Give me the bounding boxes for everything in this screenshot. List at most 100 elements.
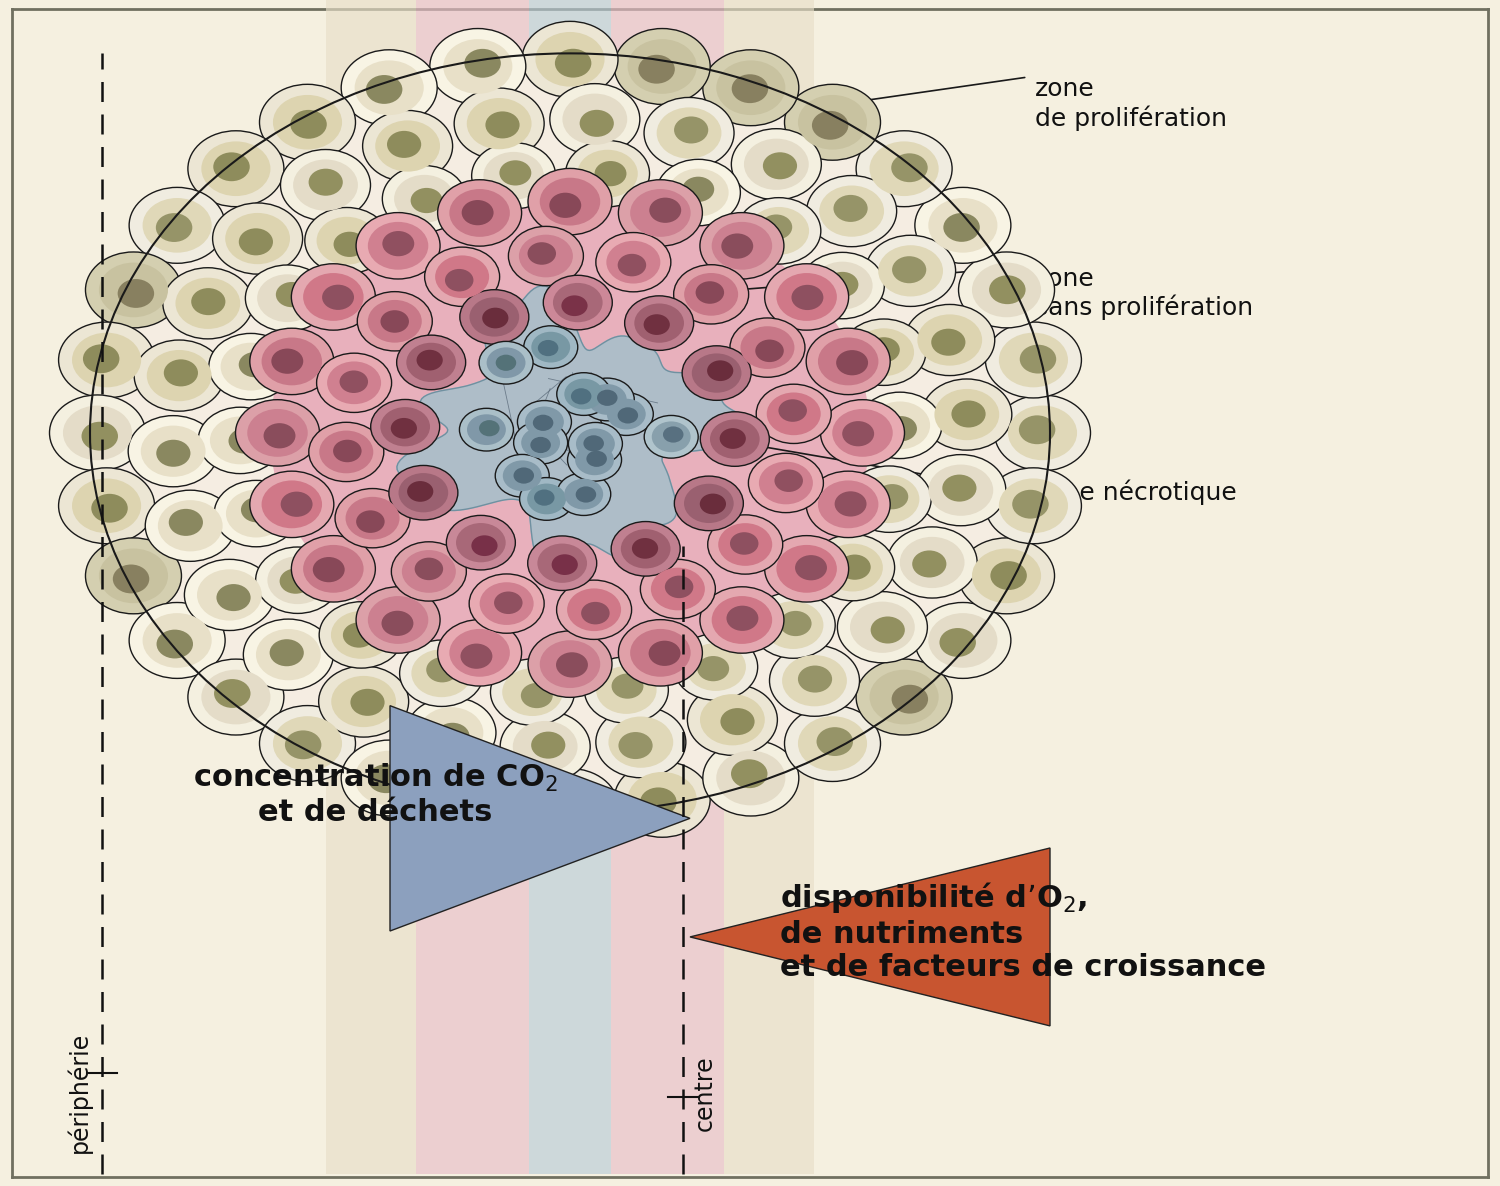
- Ellipse shape: [777, 273, 837, 321]
- Ellipse shape: [417, 350, 442, 370]
- Ellipse shape: [576, 486, 596, 503]
- Ellipse shape: [58, 467, 154, 543]
- Ellipse shape: [387, 130, 422, 158]
- Ellipse shape: [332, 676, 396, 727]
- Bar: [723, 0, 813, 1174]
- Ellipse shape: [842, 421, 874, 446]
- Ellipse shape: [201, 670, 270, 725]
- Ellipse shape: [922, 380, 1013, 451]
- Ellipse shape: [608, 398, 645, 429]
- Ellipse shape: [567, 439, 621, 482]
- Ellipse shape: [513, 467, 534, 484]
- Ellipse shape: [86, 251, 182, 327]
- Ellipse shape: [238, 352, 270, 377]
- Ellipse shape: [900, 537, 964, 588]
- Ellipse shape: [128, 415, 218, 486]
- Ellipse shape: [942, 474, 976, 502]
- Ellipse shape: [411, 187, 442, 213]
- Ellipse shape: [303, 273, 363, 321]
- Ellipse shape: [618, 254, 646, 276]
- Ellipse shape: [627, 39, 696, 94]
- Ellipse shape: [711, 597, 772, 644]
- Ellipse shape: [522, 21, 618, 97]
- Ellipse shape: [588, 384, 627, 415]
- Polygon shape: [690, 848, 1050, 1026]
- Ellipse shape: [495, 355, 516, 371]
- Ellipse shape: [525, 407, 564, 438]
- Ellipse shape: [214, 480, 298, 547]
- Circle shape: [90, 53, 1050, 812]
- Ellipse shape: [878, 246, 944, 296]
- Ellipse shape: [621, 529, 670, 568]
- Ellipse shape: [732, 129, 822, 200]
- Ellipse shape: [246, 264, 330, 331]
- Ellipse shape: [837, 592, 927, 663]
- Ellipse shape: [267, 556, 328, 604]
- Ellipse shape: [333, 231, 366, 257]
- Ellipse shape: [276, 282, 308, 307]
- Ellipse shape: [700, 493, 726, 515]
- Ellipse shape: [261, 480, 322, 528]
- Ellipse shape: [692, 353, 741, 393]
- Ellipse shape: [579, 110, 614, 136]
- Ellipse shape: [540, 178, 600, 225]
- Ellipse shape: [842, 319, 926, 385]
- Ellipse shape: [639, 55, 675, 84]
- Ellipse shape: [806, 329, 889, 395]
- Ellipse shape: [795, 555, 826, 580]
- Ellipse shape: [886, 527, 977, 598]
- Ellipse shape: [556, 652, 588, 677]
- Ellipse shape: [251, 329, 334, 395]
- Ellipse shape: [572, 388, 591, 404]
- Ellipse shape: [537, 543, 586, 582]
- Ellipse shape: [435, 722, 470, 750]
- Ellipse shape: [513, 721, 578, 772]
- Ellipse shape: [999, 333, 1068, 388]
- Ellipse shape: [586, 451, 608, 467]
- Ellipse shape: [303, 544, 363, 593]
- Ellipse shape: [928, 613, 998, 668]
- Ellipse shape: [1013, 490, 1048, 518]
- Ellipse shape: [368, 222, 429, 269]
- Ellipse shape: [214, 680, 250, 708]
- Ellipse shape: [748, 206, 808, 255]
- Ellipse shape: [928, 198, 998, 253]
- Ellipse shape: [406, 343, 456, 382]
- Ellipse shape: [460, 289, 530, 344]
- Ellipse shape: [156, 630, 194, 658]
- Ellipse shape: [870, 670, 939, 725]
- Ellipse shape: [822, 543, 884, 592]
- Ellipse shape: [627, 772, 696, 827]
- Ellipse shape: [156, 440, 190, 467]
- Ellipse shape: [531, 732, 566, 759]
- Ellipse shape: [704, 50, 800, 126]
- Bar: [612, 0, 723, 1174]
- Ellipse shape: [562, 94, 627, 145]
- Ellipse shape: [444, 772, 513, 827]
- Ellipse shape: [426, 657, 458, 682]
- Circle shape: [270, 196, 870, 670]
- Ellipse shape: [868, 337, 900, 363]
- Ellipse shape: [618, 732, 652, 759]
- Ellipse shape: [394, 174, 454, 223]
- Ellipse shape: [574, 445, 614, 476]
- Ellipse shape: [210, 416, 270, 464]
- Ellipse shape: [357, 292, 432, 351]
- Ellipse shape: [934, 389, 999, 440]
- Ellipse shape: [164, 359, 198, 387]
- Ellipse shape: [280, 492, 312, 517]
- Ellipse shape: [129, 602, 225, 678]
- Ellipse shape: [316, 217, 376, 264]
- Ellipse shape: [480, 582, 534, 625]
- Ellipse shape: [454, 88, 544, 159]
- Ellipse shape: [885, 416, 916, 441]
- Ellipse shape: [770, 645, 859, 716]
- Ellipse shape: [912, 550, 946, 578]
- Ellipse shape: [399, 640, 483, 707]
- Ellipse shape: [334, 489, 410, 548]
- Ellipse shape: [596, 232, 670, 292]
- Ellipse shape: [555, 49, 591, 77]
- Ellipse shape: [1019, 415, 1056, 445]
- Ellipse shape: [818, 338, 879, 385]
- Ellipse shape: [812, 262, 873, 310]
